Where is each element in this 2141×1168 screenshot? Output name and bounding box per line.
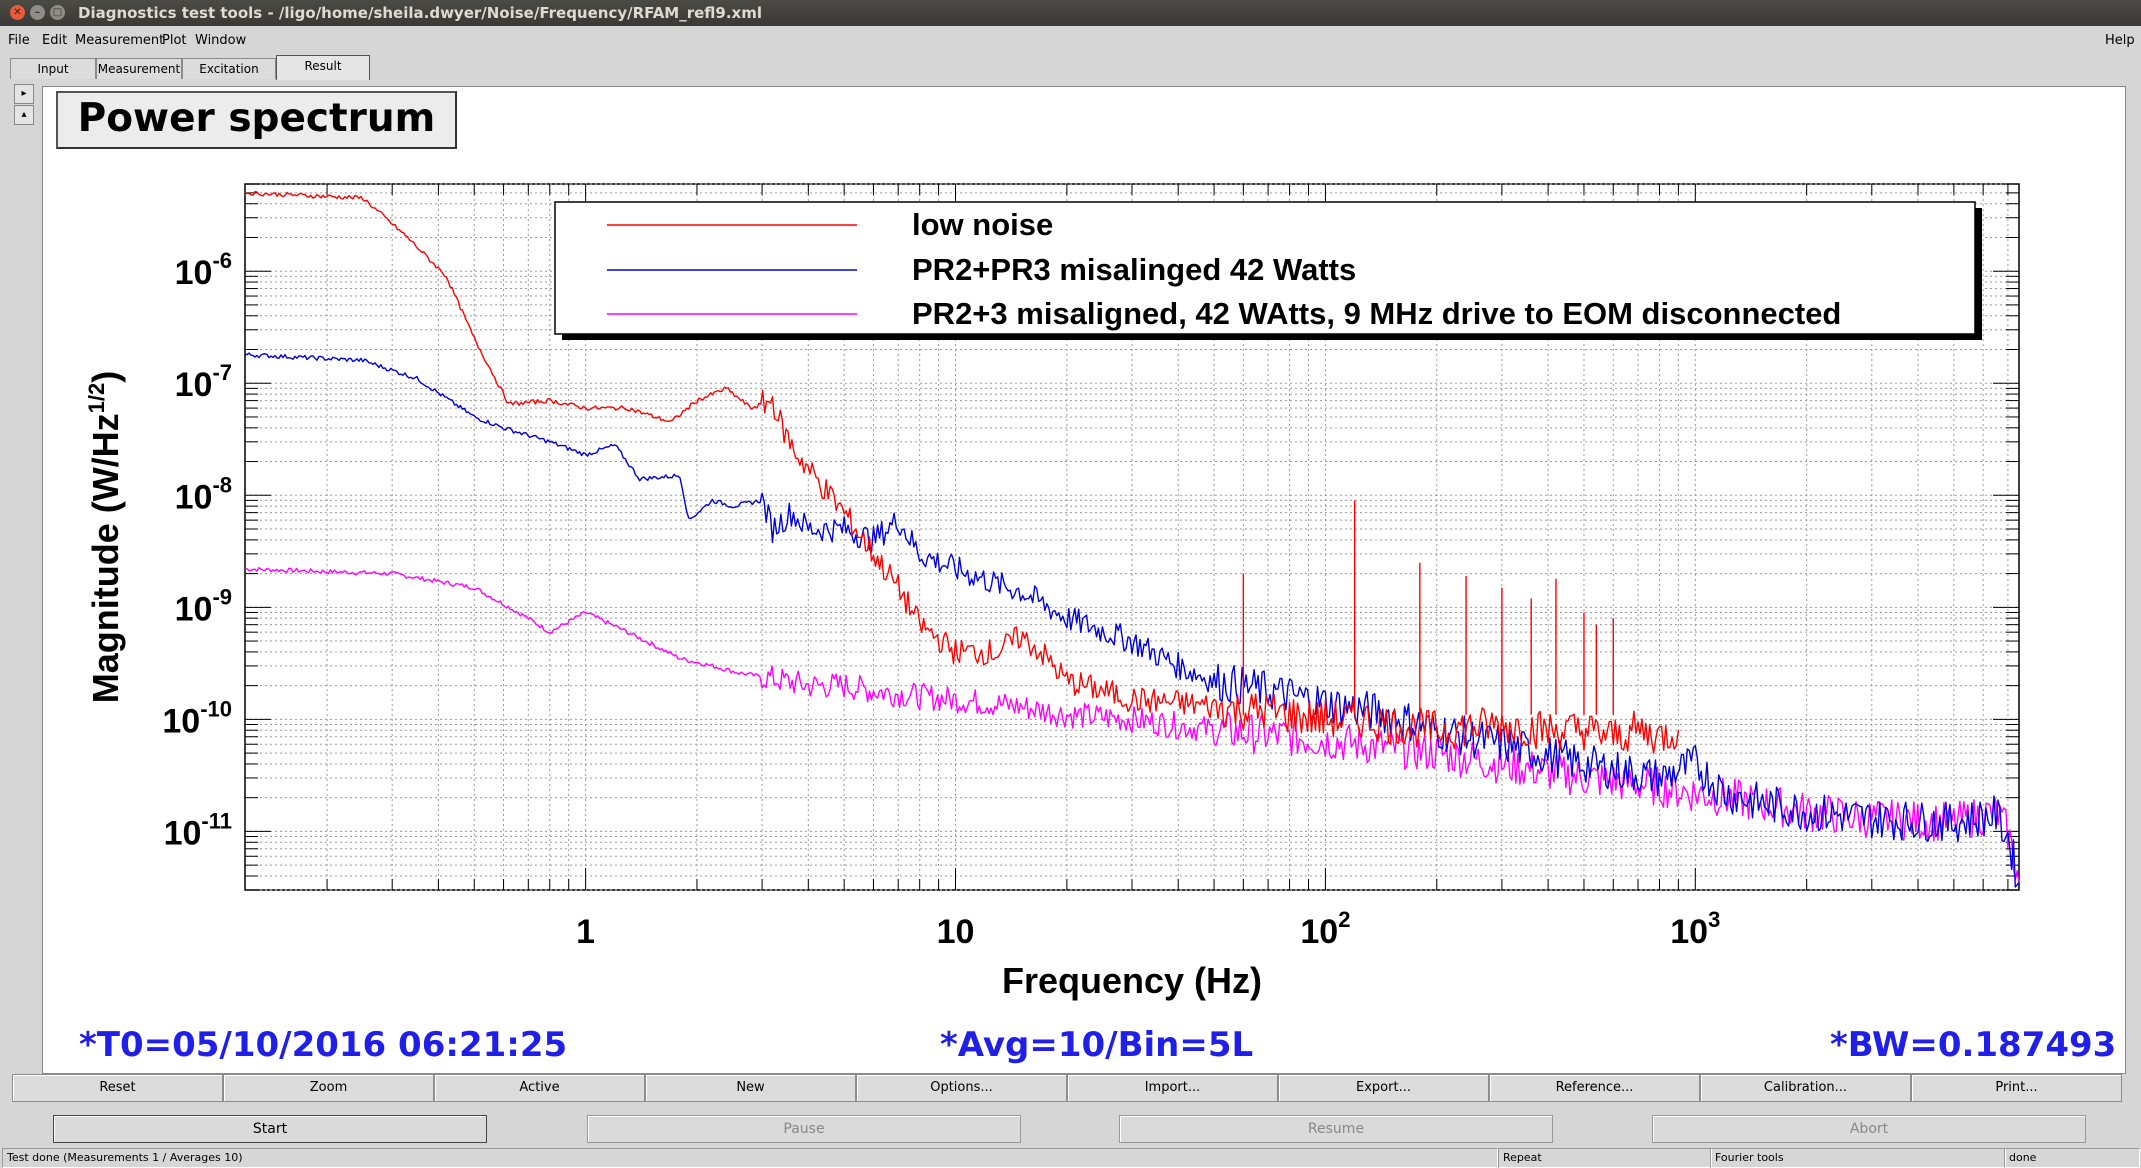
y-tick-label-base: 10: [175, 366, 213, 404]
y-tick-label-base: 10: [175, 254, 213, 292]
tab-measurement[interactable]: Measurement: [96, 58, 182, 79]
y-tick-label-exp: -10: [200, 696, 232, 721]
x-tick-label-base: 10: [1670, 913, 1708, 951]
y-axis-label: Magnitude (W/Hz1/2): [84, 371, 126, 704]
y-tick-label-base: 10: [175, 478, 213, 516]
plot-grid: [245, 183, 2019, 891]
legend-label-pr2-pr3: PR2+PR3 misalinged 42 Watts: [912, 252, 1356, 287]
x-tick-label: 103: [1670, 907, 1720, 951]
measurement-controls: Start Pause Resume Abort: [0, 1115, 2141, 1145]
status-message: Test done (Measurements 1 / Averages 10): [2, 1148, 1498, 1168]
y-tick-label-base: 10: [162, 702, 200, 740]
export-button[interactable]: Export...: [1278, 1074, 1489, 1102]
info-bandwidth: *BW=0.187493: [1830, 1025, 2117, 1065]
y-tick-label-base: 10: [175, 590, 213, 628]
x-tick-label-exp: 2: [1338, 907, 1350, 932]
y-tick-label: 10-6: [175, 248, 232, 292]
y-tick-label: 10-11: [164, 808, 232, 852]
y-tick-label-exp: -8: [212, 472, 232, 497]
x-tick-label-base: 1: [576, 913, 595, 951]
y-tick-label-exp: -7: [212, 360, 232, 385]
y-tick-label: 10-7: [175, 360, 232, 404]
plot-button-row: Reset Zoom Active New Options... Import.…: [12, 1074, 2127, 1102]
x-tick-label-base: 10: [937, 913, 975, 951]
menu-help[interactable]: Help: [2105, 33, 2135, 48]
tab-result[interactable]: Result: [276, 55, 370, 80]
status-state: done: [2004, 1148, 2140, 1168]
menu-window[interactable]: Window: [195, 33, 247, 48]
menu-file[interactable]: File: [8, 33, 30, 48]
menu-edit[interactable]: Edit: [42, 33, 68, 48]
x-tick-label-base: 10: [1300, 913, 1338, 951]
x-tick-label: 1: [576, 913, 595, 951]
active-button[interactable]: Active: [434, 1074, 645, 1102]
x-tick-label-exp: 3: [1708, 907, 1720, 932]
reset-button[interactable]: Reset: [12, 1074, 223, 1102]
info-avg-bin: *Avg=10/Bin=5L: [940, 1025, 1254, 1065]
window-title: Diagnostics test tools - /ligo/home/shei…: [78, 4, 762, 22]
y-tick-label: 10-8: [175, 472, 232, 516]
x-tick-label: 10: [937, 913, 975, 951]
y-axis-label-sup: 1/2: [84, 383, 109, 414]
legend-label-eom-disconnected: PR2+3 misaligned, 42 WAtts, 9 MHz drive …: [912, 296, 1841, 331]
y-axis-label-close: ): [85, 371, 126, 383]
legend-label-low-noise: low noise: [912, 207, 1053, 242]
legend-box: [554, 201, 1976, 335]
maximize-window-icon[interactable]: □: [50, 5, 65, 20]
status-tools: Fourier tools: [1710, 1148, 2006, 1168]
new-button[interactable]: New: [645, 1074, 856, 1102]
series-lines: [244, 190, 2020, 888]
tabbar: Input Measurement Excitation Result: [0, 55, 2141, 81]
y-tick-label-exp: -11: [201, 808, 232, 833]
menu-plot[interactable]: Plot: [162, 33, 187, 48]
x-axis-label: Frequency (Hz): [1002, 960, 1262, 1001]
resume-button[interactable]: Resume: [1119, 1115, 1553, 1143]
import-button[interactable]: Import...: [1067, 1074, 1278, 1102]
abort-button[interactable]: Abort: [1652, 1115, 2086, 1143]
plot-title: Power spectrum: [56, 91, 457, 149]
y-tick-label: 10-10: [162, 696, 232, 740]
options-button[interactable]: Options...: [856, 1074, 1067, 1102]
y-tick-label: 10-9: [175, 584, 232, 628]
print-button[interactable]: Print...: [1911, 1074, 2122, 1102]
legend: low noise PR2+PR3 misalinged 42 Watts PR…: [554, 201, 1982, 340]
expand-right-icon[interactable]: ▸: [14, 84, 34, 104]
menubar: File Edit Measurement Plot Window Help: [0, 29, 2141, 51]
status-repeat: Repeat: [1498, 1148, 1712, 1168]
y-tick-label-exp: -6: [212, 248, 232, 273]
window-titlebar: ✕ – □ Diagnostics test tools - /ligo/hom…: [0, 0, 2141, 26]
minimize-window-icon[interactable]: –: [30, 5, 45, 20]
series-line-0: [244, 190, 1680, 754]
collapse-up-icon[interactable]: ▴: [14, 105, 34, 125]
close-window-icon[interactable]: ✕: [10, 5, 25, 20]
zoom-button[interactable]: Zoom: [223, 1074, 434, 1102]
start-button[interactable]: Start: [53, 1115, 487, 1143]
tab-input[interactable]: Input: [10, 58, 96, 79]
info-t0: *T0=05/10/2016 06:21:25: [79, 1025, 568, 1065]
y-tick-label-base: 10: [164, 814, 202, 852]
y-tick-label-exp: -9: [212, 584, 232, 609]
tab-excitation[interactable]: Excitation: [182, 58, 276, 79]
x-tick-label: 102: [1300, 907, 1350, 951]
calibration-button[interactable]: Calibration...: [1700, 1074, 1911, 1102]
y-axis-label-main: Magnitude (W/Hz: [85, 413, 126, 703]
pause-button[interactable]: Pause: [587, 1115, 1021, 1143]
statusbar: Test done (Measurements 1 / Averages 10)…: [0, 1148, 2141, 1168]
series-line-1: [245, 352, 2020, 888]
reference-button[interactable]: Reference...: [1489, 1074, 1700, 1102]
menu-measurement[interactable]: Measurement: [75, 33, 165, 48]
